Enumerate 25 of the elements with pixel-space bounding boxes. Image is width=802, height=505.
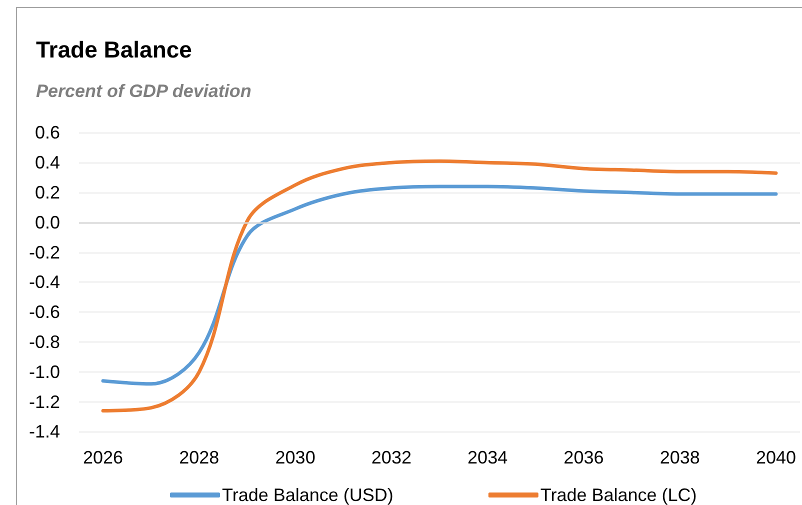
chart-subtitle: Percent of GDP deviation (36, 81, 252, 101)
y-tick-label: -1.0 (28, 362, 60, 382)
x-tick-label: 2028 (179, 448, 220, 468)
x-tick-label: 2026 (83, 448, 124, 468)
x-tick-label: 2034 (468, 448, 508, 468)
y-tick-label: -0.8 (28, 332, 60, 352)
y-tick-label: -0.6 (28, 302, 60, 322)
y-tick-label: -1.4 (28, 422, 60, 442)
x-tick-label: 2040 (756, 448, 796, 468)
y-tick-label: 0.2 (34, 182, 60, 202)
x-tick-label: 2036 (564, 448, 604, 468)
y-tick-label: -0.2 (28, 242, 60, 262)
y-tick-label: 0.6 (34, 122, 60, 143)
line-series (101, 159, 778, 413)
y-tick-label: -1.2 (28, 392, 60, 412)
x-tick-label: 2032 (371, 448, 412, 468)
legend-label: Trade Balance (USD) (222, 485, 394, 505)
y-tick-label: -0.4 (28, 272, 60, 292)
y-tick-label: 0.4 (34, 152, 60, 173)
y-tick-label: 0.0 (34, 212, 60, 232)
x-tick-label: 2038 (660, 448, 700, 468)
x-tick-label: 2030 (275, 448, 316, 468)
line-series (101, 184, 778, 386)
legend-label: Trade Balance (LC) (540, 485, 697, 505)
chart-title: Trade Balance (36, 36, 192, 62)
